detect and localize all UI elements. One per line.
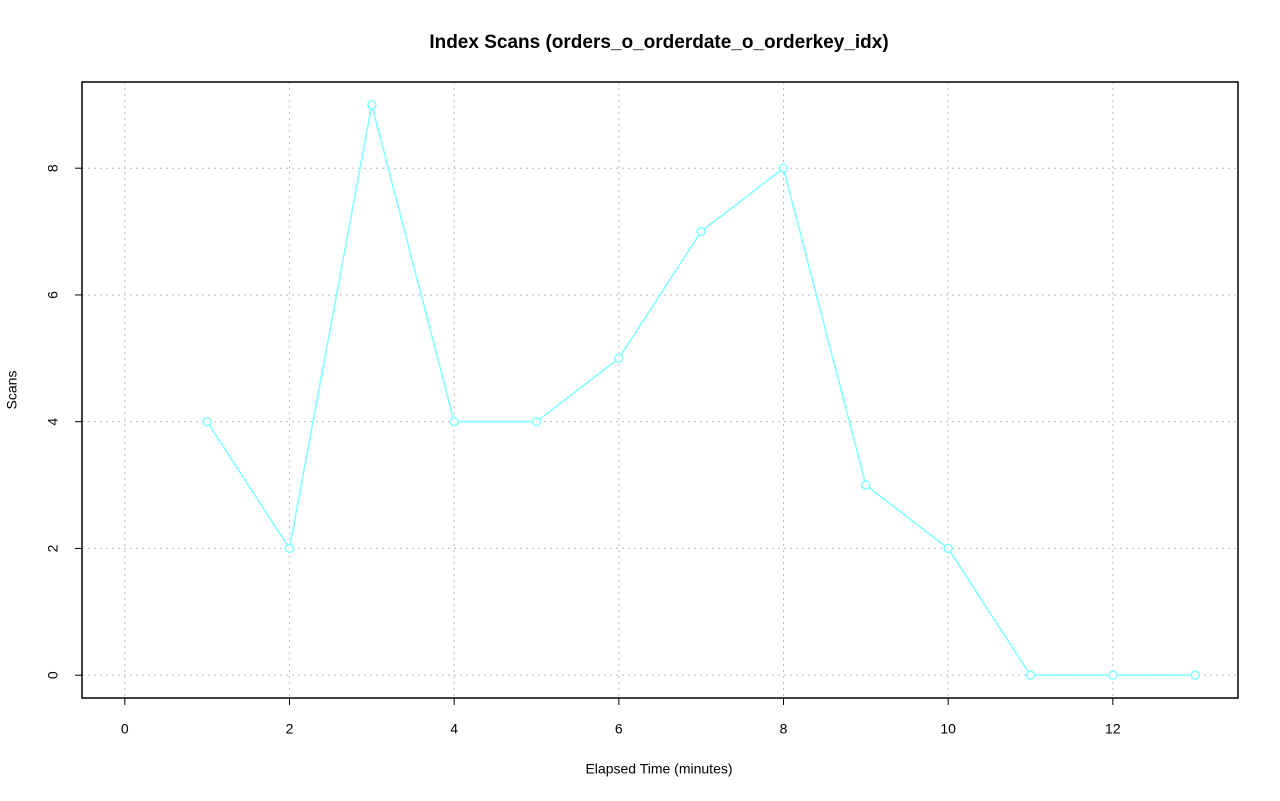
data-point — [1025, 670, 1036, 680]
data-point — [531, 416, 542, 427]
y-tick-label: 8 — [45, 164, 61, 172]
y-tick-label: 4 — [45, 418, 61, 426]
x-tick-label: 8 — [780, 721, 788, 737]
data-point — [778, 163, 789, 173]
data-point — [202, 416, 212, 427]
x-tick-label: 0 — [121, 721, 129, 737]
plot-frame — [81, 81, 1239, 699]
y-tick-label: 0 — [45, 671, 61, 679]
y-tick-label: 2 — [45, 544, 61, 552]
data-point — [1108, 670, 1118, 680]
data-point — [943, 543, 953, 554]
x-tick-label: 6 — [615, 721, 623, 737]
data-point — [1190, 670, 1200, 680]
data-point — [284, 543, 295, 554]
data-point — [367, 100, 377, 110]
x-axis-label: Elapsed Time (minutes) — [585, 761, 732, 777]
x-tick-label: 10 — [940, 721, 956, 737]
y-tick-label: 6 — [45, 291, 61, 299]
x-tick-label: 4 — [450, 721, 458, 737]
data-point — [696, 226, 706, 237]
y-axis-label: Scans — [4, 371, 20, 410]
x-tick-label: 2 — [286, 721, 294, 737]
x-tick-label: 12 — [1105, 721, 1121, 737]
data-point — [449, 416, 459, 427]
data-point — [861, 480, 871, 490]
chart-title: Index Scans (orders_o_orderdate_o_orderk… — [429, 32, 888, 53]
data-point — [614, 353, 624, 364]
